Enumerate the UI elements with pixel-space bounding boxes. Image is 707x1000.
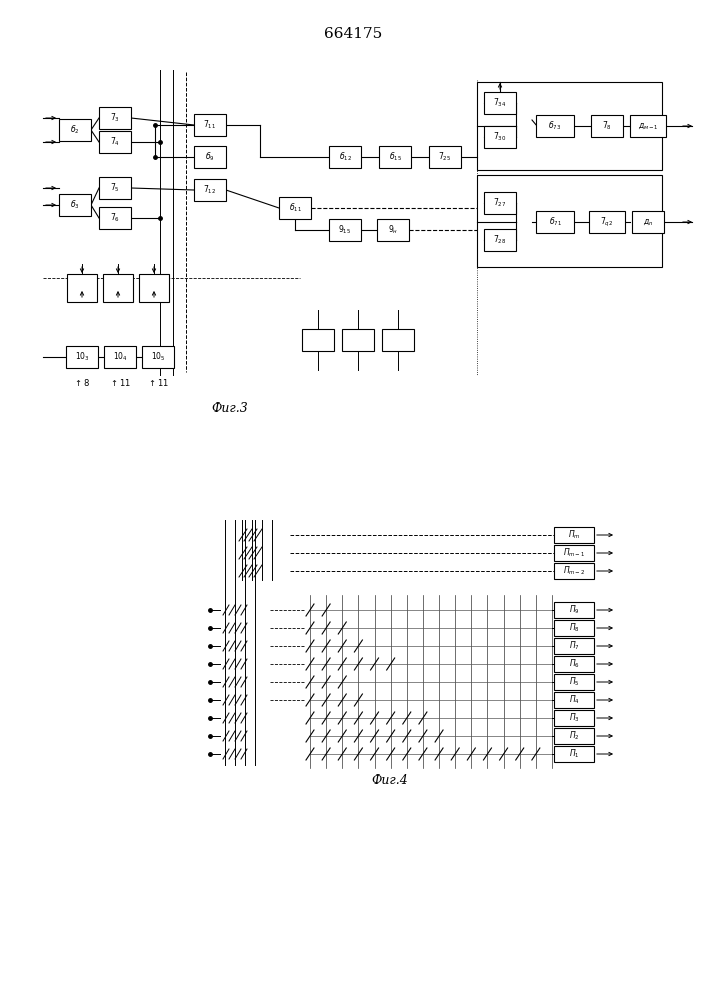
Text: $\uparrow 11$: $\uparrow 11$ xyxy=(109,376,131,387)
Text: $7_{25}$: $7_{25}$ xyxy=(438,151,452,163)
Text: $П_3$: $П_3$ xyxy=(568,712,579,724)
Bar xyxy=(484,192,516,214)
Text: $9_н$: $9_н$ xyxy=(388,224,398,236)
Text: $7_4$: $7_4$ xyxy=(110,136,120,148)
Bar xyxy=(99,107,131,129)
Bar xyxy=(554,692,594,708)
Bar xyxy=(554,656,594,672)
Bar xyxy=(99,177,131,199)
Text: $П_4$: $П_4$ xyxy=(568,694,580,706)
Text: $7_{28}$: $7_{28}$ xyxy=(493,234,507,246)
Text: $7_{30}$: $7_{30}$ xyxy=(493,131,507,143)
Text: $10_3$: $10_3$ xyxy=(75,351,89,363)
Bar xyxy=(554,728,594,744)
Bar xyxy=(630,115,666,137)
Text: $б_{71}$: $б_{71}$ xyxy=(549,216,561,228)
Text: $П_8$: $П_8$ xyxy=(568,622,579,634)
Text: $П_9$: $П_9$ xyxy=(568,604,579,616)
Text: $10_5$: $10_5$ xyxy=(151,351,165,363)
Bar xyxy=(379,146,411,168)
Text: $б_{15}$: $б_{15}$ xyxy=(389,151,402,163)
Text: $д_n$: $д_n$ xyxy=(643,217,653,227)
Text: $7_8$: $7_8$ xyxy=(602,120,612,132)
Bar xyxy=(484,92,516,114)
Bar xyxy=(554,602,594,618)
Text: $10_4$: $10_4$ xyxy=(112,351,127,363)
Bar xyxy=(382,329,414,351)
Bar xyxy=(554,620,594,636)
Text: $7_{11}$: $7_{11}$ xyxy=(204,119,216,131)
Text: Фиг.4: Фиг.4 xyxy=(372,774,409,786)
Text: $7_5$: $7_5$ xyxy=(110,182,120,194)
Text: $7_3$: $7_3$ xyxy=(110,112,120,124)
Text: $б_3$: $б_3$ xyxy=(70,199,80,211)
Text: $П_5$: $П_5$ xyxy=(568,676,579,688)
Text: $П_m$: $П_m$ xyxy=(568,529,580,541)
Bar xyxy=(429,146,461,168)
Text: $П_{m-1}$: $П_{m-1}$ xyxy=(563,547,585,559)
Text: $б_2$: $б_2$ xyxy=(70,124,80,136)
Bar xyxy=(67,274,97,302)
Bar xyxy=(554,527,594,543)
Bar xyxy=(484,229,516,251)
Text: $9_{15}$: $9_{15}$ xyxy=(339,224,351,236)
Text: 664175: 664175 xyxy=(324,27,382,41)
Bar xyxy=(477,175,662,267)
Bar xyxy=(142,346,174,368)
Bar xyxy=(279,197,311,219)
Bar xyxy=(104,346,136,368)
Bar xyxy=(342,329,374,351)
Bar xyxy=(329,219,361,241)
Bar xyxy=(103,274,133,302)
Bar xyxy=(536,211,574,233)
Bar xyxy=(139,274,169,302)
Text: $7_6$: $7_6$ xyxy=(110,212,120,224)
Text: $П_2$: $П_2$ xyxy=(568,730,579,742)
Bar xyxy=(194,114,226,136)
Text: $\uparrow 11$: $\uparrow 11$ xyxy=(147,376,169,387)
Text: $П_7$: $П_7$ xyxy=(568,640,579,652)
Text: $б_{73}$: $б_{73}$ xyxy=(549,120,561,132)
Bar xyxy=(99,207,131,229)
Bar xyxy=(194,179,226,201)
Text: $д_{м-1}$: $д_{м-1}$ xyxy=(638,121,658,131)
Text: $П_6$: $П_6$ xyxy=(568,658,580,670)
Text: $б_{11}$: $б_{11}$ xyxy=(288,202,301,214)
Text: $б_9$: $б_9$ xyxy=(205,151,215,163)
Bar xyxy=(329,146,361,168)
Bar xyxy=(632,211,664,233)
Bar xyxy=(484,126,516,148)
Bar xyxy=(99,131,131,153)
Text: $7_{27}$: $7_{27}$ xyxy=(493,197,507,209)
Text: $б_{12}$: $б_{12}$ xyxy=(339,151,351,163)
Bar xyxy=(59,119,91,141)
Text: $7_{12}$: $7_{12}$ xyxy=(204,184,216,196)
Bar xyxy=(59,194,91,216)
Bar xyxy=(589,211,625,233)
Text: Фиг.3: Фиг.3 xyxy=(211,401,248,414)
Bar xyxy=(302,329,334,351)
Text: $П_{m-2}$: $П_{m-2}$ xyxy=(563,565,585,577)
Bar xyxy=(536,115,574,137)
Text: $7_{q2}$: $7_{q2}$ xyxy=(600,215,614,229)
Bar xyxy=(554,563,594,579)
Bar xyxy=(66,346,98,368)
Bar xyxy=(377,219,409,241)
Bar xyxy=(554,545,594,561)
Text: $\uparrow 8$: $\uparrow 8$ xyxy=(74,376,90,387)
Bar xyxy=(477,82,662,170)
Bar xyxy=(194,146,226,168)
Bar xyxy=(554,710,594,726)
Bar xyxy=(554,746,594,762)
Bar xyxy=(591,115,623,137)
Text: $7_{34}$: $7_{34}$ xyxy=(493,97,507,109)
Bar xyxy=(554,674,594,690)
Bar xyxy=(554,638,594,654)
Text: $П_1$: $П_1$ xyxy=(568,748,579,760)
